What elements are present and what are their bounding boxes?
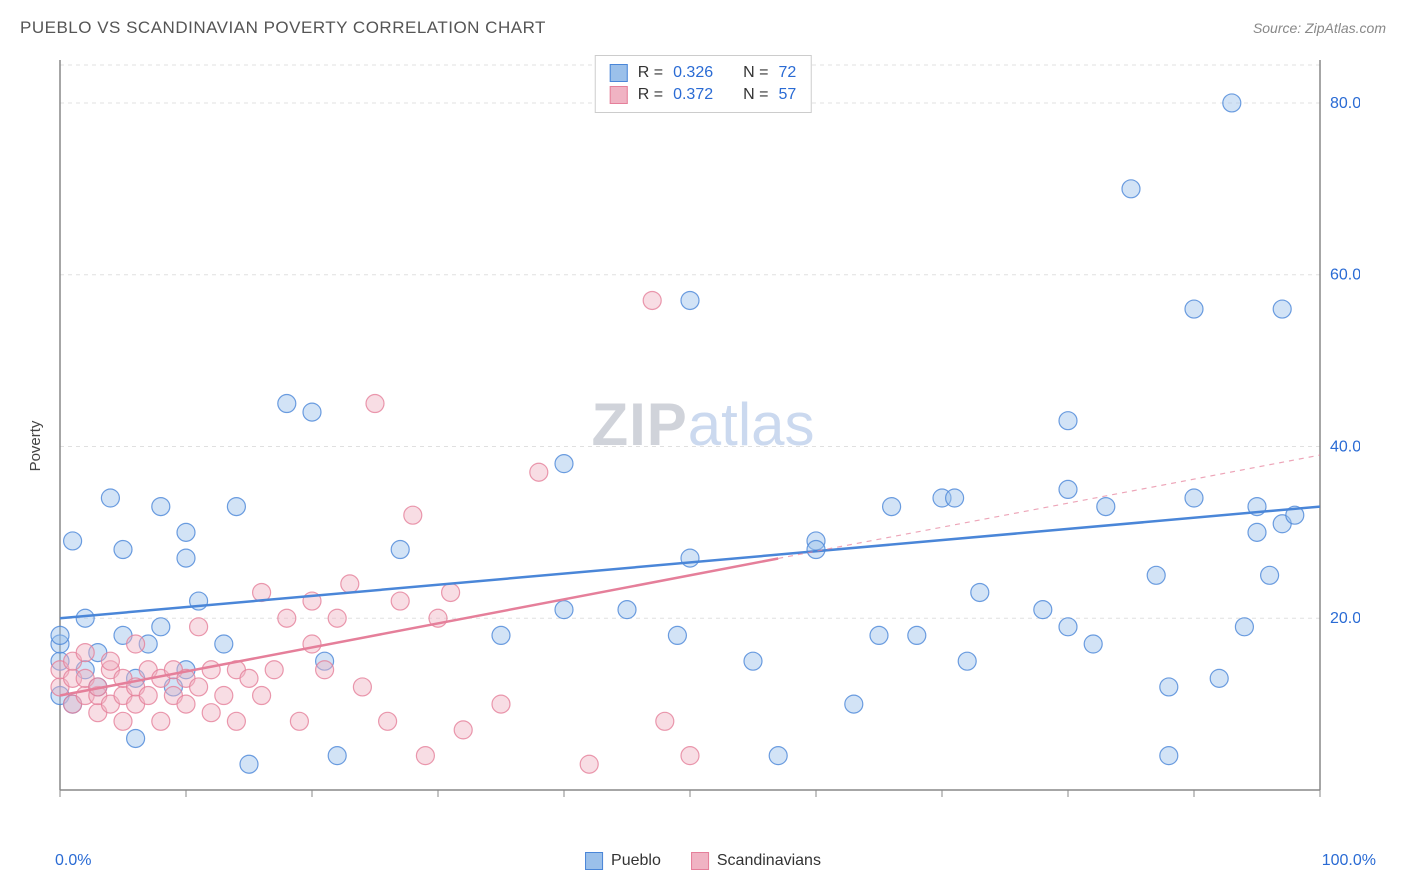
r-label: R = bbox=[638, 86, 663, 104]
svg-text:40.0%: 40.0% bbox=[1330, 438, 1360, 455]
x-axis-max-label: 100.0% bbox=[1322, 852, 1376, 870]
chart-title: PUEBLO VS SCANDINAVIAN POVERTY CORRELATI… bbox=[20, 18, 546, 38]
svg-text:80.0%: 80.0% bbox=[1330, 95, 1360, 112]
stats-row-scandinavians: R = 0.372 N = 57 bbox=[610, 84, 797, 106]
scandinavians-label: Scandinavians bbox=[717, 852, 821, 870]
scandinavians-swatch bbox=[610, 86, 628, 104]
pueblo-swatch bbox=[610, 64, 628, 82]
stats-row-pueblo: R = 0.326 N = 72 bbox=[610, 62, 797, 84]
chart-container: 20.0% 40.0% 60.0% 80.0% bbox=[50, 50, 1360, 810]
pueblo-swatch-icon bbox=[585, 852, 603, 870]
x-axis-min-label: 0.0% bbox=[55, 852, 91, 870]
legend-item-pueblo: Pueblo bbox=[585, 852, 661, 870]
pueblo-r-value: 0.326 bbox=[673, 64, 713, 82]
scatter-plot: 20.0% 40.0% 60.0% 80.0% bbox=[50, 50, 1360, 810]
r-label: R = bbox=[638, 64, 663, 82]
n-label: N = bbox=[743, 86, 768, 104]
y-axis-label: Poverty bbox=[27, 421, 44, 472]
legend-item-scandinavians: Scandinavians bbox=[691, 852, 821, 870]
scandinavians-r-value: 0.372 bbox=[673, 86, 713, 104]
n-label: N = bbox=[743, 64, 768, 82]
scandinavians-n-value: 57 bbox=[778, 86, 796, 104]
series-legend: Pueblo Scandinavians bbox=[585, 852, 821, 870]
svg-text:20.0%: 20.0% bbox=[1330, 610, 1360, 627]
svg-text:60.0%: 60.0% bbox=[1330, 267, 1360, 284]
source-attribution: Source: ZipAtlas.com bbox=[1253, 20, 1386, 36]
pueblo-label: Pueblo bbox=[611, 852, 661, 870]
stats-legend: R = 0.326 N = 72 R = 0.372 N = 57 bbox=[595, 55, 812, 113]
scandinavians-swatch-icon bbox=[691, 852, 709, 870]
pueblo-n-value: 72 bbox=[778, 64, 796, 82]
